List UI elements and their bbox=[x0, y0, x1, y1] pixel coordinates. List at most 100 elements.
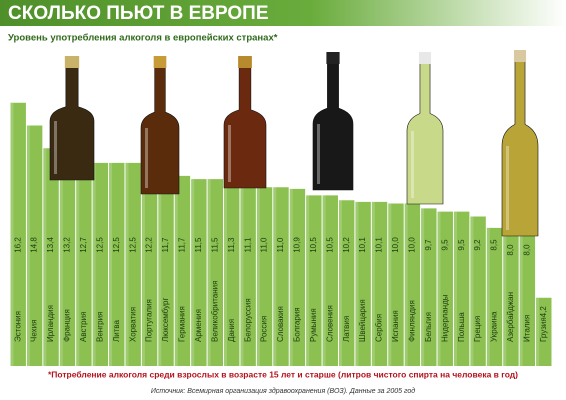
bottle-cap bbox=[153, 56, 167, 68]
category-label: Болгария bbox=[293, 307, 302, 342]
chart-title: СКОЛЬКО ПЬЮТ В ЕВРОПЕ bbox=[8, 3, 269, 24]
category-label: Ирландия bbox=[46, 305, 55, 342]
category-label: Армения bbox=[194, 309, 203, 342]
value-label: 9,5 bbox=[457, 239, 466, 251]
bar bbox=[174, 175, 191, 366]
bar-highlight bbox=[519, 236, 523, 366]
bar-highlight bbox=[207, 179, 211, 366]
source: Источник: Всемирная организация здравоох… bbox=[151, 387, 415, 395]
bar bbox=[306, 195, 322, 366]
category-label: Азербайджан bbox=[506, 292, 515, 342]
bar bbox=[536, 297, 552, 366]
bottle-cap bbox=[326, 52, 340, 64]
bar bbox=[76, 159, 92, 366]
footnote: *Потребление алкоголя среди взрослых в в… bbox=[48, 369, 518, 379]
category-label: Нидерланды bbox=[440, 294, 449, 342]
bottle bbox=[140, 56, 180, 195]
value-label: 12,5 bbox=[112, 237, 121, 253]
value-label: 13,4 bbox=[46, 237, 55, 253]
bar bbox=[59, 151, 76, 366]
bottle-shine bbox=[54, 121, 57, 174]
bottle-body bbox=[49, 61, 95, 181]
category-label: Словения bbox=[325, 305, 334, 342]
bar-highlight bbox=[125, 162, 129, 366]
bottle bbox=[49, 56, 95, 181]
bottle-shine bbox=[317, 124, 320, 184]
value-label: 8,0 bbox=[506, 244, 515, 256]
bar-highlight bbox=[470, 216, 474, 366]
category-label: Белоруссия bbox=[243, 298, 252, 342]
category-label: Португалия bbox=[145, 299, 154, 342]
value-label: 9,7 bbox=[424, 239, 433, 251]
bottles bbox=[49, 50, 539, 237]
bar bbox=[191, 179, 207, 366]
bar bbox=[404, 203, 421, 366]
value-label: 12,2 bbox=[145, 237, 154, 253]
category-label: Словакия bbox=[276, 306, 285, 342]
value-label: 10,0 bbox=[391, 237, 400, 253]
value-label: 11,5 bbox=[210, 237, 219, 253]
bar-highlight bbox=[355, 201, 359, 366]
bar-highlight bbox=[92, 162, 96, 366]
value-label: 9,2 bbox=[473, 239, 482, 251]
bar bbox=[519, 236, 536, 366]
category-label: Сербия bbox=[375, 314, 384, 342]
footer-band bbox=[0, 366, 566, 400]
value-label: 10,0 bbox=[408, 237, 417, 253]
bar bbox=[224, 182, 240, 366]
bottle-shine bbox=[506, 146, 509, 230]
bar bbox=[355, 201, 371, 366]
category-label: Испания bbox=[391, 310, 400, 342]
bar-highlight bbox=[191, 179, 195, 366]
value-label: 9,5 bbox=[440, 239, 449, 251]
category-label: Финляндия bbox=[408, 300, 417, 342]
bottle-cap bbox=[418, 52, 432, 64]
category-label: Чехия bbox=[30, 320, 39, 342]
category-label: Литва bbox=[112, 319, 121, 342]
value-label: 12,5 bbox=[95, 237, 104, 253]
bottle bbox=[312, 52, 354, 191]
bar bbox=[125, 162, 141, 366]
bottle-body bbox=[501, 55, 539, 237]
value-label: 14,8 bbox=[30, 237, 39, 253]
bar bbox=[207, 179, 224, 366]
bar-highlight bbox=[289, 188, 293, 366]
category-label: Великобритания bbox=[210, 281, 219, 342]
bar bbox=[338, 200, 355, 366]
bottle-shine bbox=[411, 131, 414, 198]
value-label: 10,5 bbox=[325, 237, 334, 253]
bottle-shine bbox=[145, 128, 148, 188]
bar bbox=[470, 216, 486, 366]
value-label: 11,0 bbox=[276, 237, 285, 253]
category-label: Хорватия bbox=[128, 307, 137, 342]
bar bbox=[141, 167, 158, 366]
bar bbox=[10, 102, 26, 366]
bar bbox=[486, 227, 503, 366]
bottle-cap bbox=[64, 56, 80, 68]
bar bbox=[273, 187, 289, 366]
bar bbox=[289, 188, 306, 366]
category-label: Люксембург bbox=[161, 298, 170, 342]
bar bbox=[388, 203, 404, 366]
bar-highlight bbox=[240, 185, 244, 366]
bar-highlight bbox=[59, 151, 63, 366]
bottle bbox=[223, 56, 267, 189]
bar-highlight bbox=[322, 195, 326, 366]
value-label: 10,1 bbox=[375, 237, 384, 253]
value-label: 11,0 bbox=[260, 237, 269, 253]
bottle-cap bbox=[513, 50, 527, 62]
category-label: Латвия bbox=[342, 316, 351, 342]
bottle-body bbox=[406, 57, 444, 205]
value-label: 11,1 bbox=[243, 237, 252, 253]
category-label: Украина bbox=[490, 311, 499, 342]
category-label: Швейцария bbox=[358, 299, 367, 342]
category-label: Франция bbox=[63, 309, 72, 342]
bar-highlight bbox=[158, 175, 162, 366]
bar-highlight bbox=[10, 102, 14, 366]
bar-highlight bbox=[109, 162, 113, 366]
value-label: 4,2 bbox=[539, 306, 548, 318]
bar-highlight bbox=[141, 167, 145, 366]
bar-highlight bbox=[421, 208, 425, 366]
value-label: 10,5 bbox=[309, 237, 318, 253]
